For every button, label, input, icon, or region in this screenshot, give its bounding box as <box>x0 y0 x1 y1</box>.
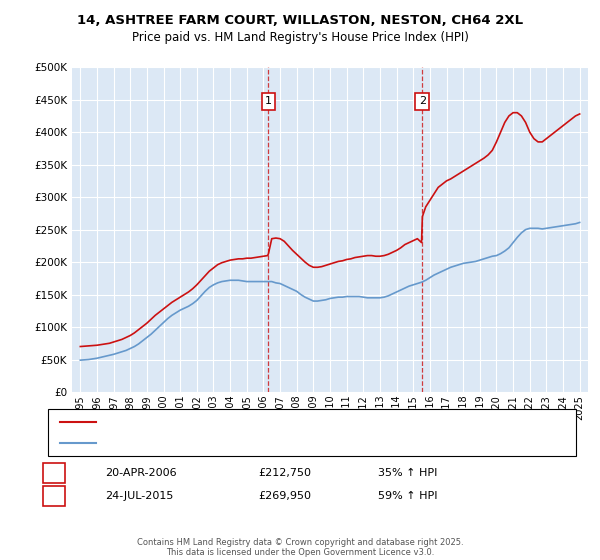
Text: £269,950: £269,950 <box>258 491 311 501</box>
Text: 59% ↑ HPI: 59% ↑ HPI <box>378 491 437 501</box>
Text: 35% ↑ HPI: 35% ↑ HPI <box>378 468 437 478</box>
Text: £212,750: £212,750 <box>258 468 311 478</box>
Text: 2: 2 <box>419 96 426 106</box>
Text: Price paid vs. HM Land Registry's House Price Index (HPI): Price paid vs. HM Land Registry's House … <box>131 31 469 44</box>
Text: 1: 1 <box>50 468 58 478</box>
Text: 14, ASHTREE FARM COURT, WILLASTON, NESTON, CH64 2XL: 14, ASHTREE FARM COURT, WILLASTON, NESTO… <box>77 14 523 27</box>
Text: 20-APR-2006: 20-APR-2006 <box>105 468 176 478</box>
Text: 24-JUL-2015: 24-JUL-2015 <box>105 491 173 501</box>
Text: HPI: Average price, semi-detached house, Cheshire West and Chester: HPI: Average price, semi-detached house,… <box>102 438 449 448</box>
Text: 14, ASHTREE FARM COURT, WILLASTON, NESTON, CH64 2XL (semi-detached house): 14, ASHTREE FARM COURT, WILLASTON, NESTO… <box>102 417 520 427</box>
Text: 2: 2 <box>50 491 58 501</box>
Text: Contains HM Land Registry data © Crown copyright and database right 2025.
This d: Contains HM Land Registry data © Crown c… <box>137 538 463 557</box>
Text: 1: 1 <box>265 96 272 106</box>
